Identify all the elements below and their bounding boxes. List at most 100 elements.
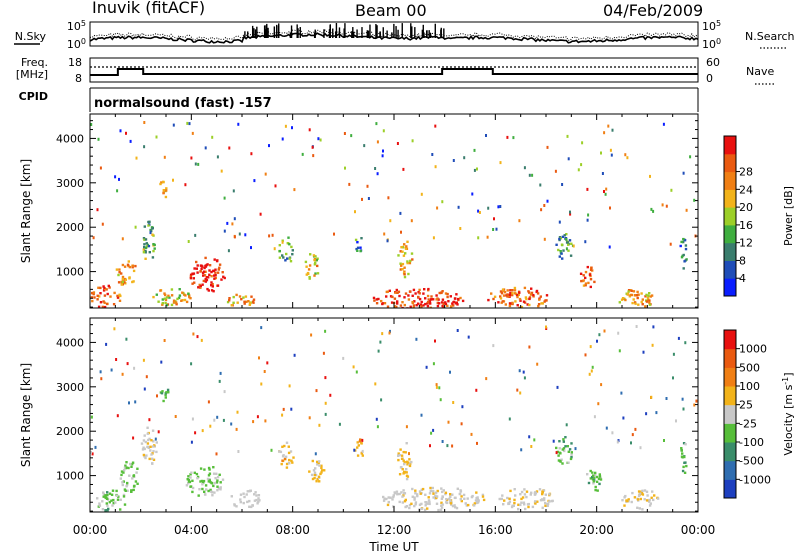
velocity-cell	[456, 329, 459, 332]
velocity-colorbar-tick-label: -100	[739, 436, 764, 449]
velocity-cell	[149, 449, 152, 452]
power-cell	[388, 289, 391, 292]
velocity-cell	[248, 490, 251, 493]
power-cell	[191, 282, 194, 285]
velocity-cell	[107, 507, 110, 511]
velocity-cell	[202, 479, 206, 483]
power-cell	[644, 305, 647, 308]
velocity-cell	[418, 490, 422, 493]
power-cell	[212, 290, 215, 293]
velocity-cell	[405, 477, 409, 481]
velocity-cell	[458, 492, 462, 496]
power-cell	[196, 264, 199, 267]
power-cell	[434, 165, 437, 169]
velocity-cell	[564, 445, 567, 448]
power-cell	[478, 211, 481, 214]
velocity-cell	[219, 481, 222, 484]
power-cell	[446, 295, 449, 299]
power-cell	[506, 135, 509, 139]
power-cell	[648, 292, 651, 295]
velocity-cell	[187, 475, 190, 478]
velocity-cell	[474, 499, 478, 502]
velocity-cell	[287, 445, 290, 448]
velocity-cell	[94, 445, 97, 449]
power-cell	[412, 306, 415, 308]
power-cell	[580, 163, 583, 167]
power-cell	[513, 286, 517, 290]
power-cell	[142, 251, 146, 254]
power-cell	[444, 301, 447, 304]
power-cell	[211, 283, 214, 286]
velocity-cell	[316, 460, 319, 464]
velocity-cell	[230, 495, 233, 498]
power-cell	[203, 266, 206, 270]
power-cell	[99, 292, 102, 295]
power-cell	[170, 294, 174, 297]
velocity-cell	[459, 489, 462, 492]
velocity-cell	[392, 495, 395, 499]
velocity-cell	[570, 451, 573, 454]
power-cell	[165, 303, 169, 307]
velocity-colorbar-tick-label: -500	[739, 455, 764, 468]
velocity-cell	[435, 502, 439, 505]
velocity-cell	[594, 488, 597, 492]
velocity-cell	[405, 505, 409, 508]
velocity-cell	[242, 501, 245, 505]
power-cell	[142, 248, 145, 251]
power-cell	[210, 289, 214, 292]
velocity-cell	[425, 365, 428, 369]
power-cell	[518, 291, 521, 294]
velocity-cell	[313, 476, 316, 480]
velocity-cell	[255, 498, 258, 502]
power-cell	[189, 297, 192, 300]
power-cell	[486, 235, 489, 239]
velocity-cell	[441, 440, 444, 443]
velocity-cell	[414, 489, 417, 492]
velocity-cell	[125, 485, 128, 488]
velocity-cell	[379, 340, 382, 344]
power-cell	[192, 277, 195, 280]
power-cell	[160, 181, 163, 184]
cpid-label: CPID	[19, 90, 48, 103]
power-cell	[589, 278, 593, 281]
velocity-cell	[121, 483, 124, 487]
power-cell	[333, 232, 335, 236]
power-cell	[492, 297, 495, 301]
velocity-cell	[598, 333, 601, 337]
power-cell	[213, 258, 216, 261]
power-cell	[627, 290, 630, 293]
velocity-cell	[408, 458, 411, 461]
velocity-cell	[551, 499, 554, 503]
power-cell	[170, 288, 174, 291]
power-cell	[268, 234, 271, 238]
velocity-cell	[534, 500, 537, 503]
velocity-cell	[395, 490, 399, 493]
power-cell	[102, 285, 105, 288]
power-cell	[248, 301, 252, 305]
velocity-cell	[397, 454, 400, 457]
power-cell	[532, 295, 535, 298]
velocity-cell	[405, 460, 409, 463]
power-cell	[434, 124, 437, 128]
velocity-cell	[436, 489, 439, 493]
velocity-cell	[125, 483, 129, 487]
velocity-cell	[195, 472, 199, 476]
power-cell	[356, 246, 360, 249]
velocity-cell	[212, 466, 215, 469]
velocity-cell	[90, 415, 93, 419]
power-cell	[590, 266, 593, 269]
power-cell	[589, 285, 592, 289]
velocity-cell	[404, 505, 407, 509]
power-cell	[411, 301, 414, 305]
velocity-cell	[201, 487, 204, 491]
power-cell	[216, 271, 220, 274]
power-cell	[403, 303, 406, 307]
power-cell	[682, 267, 685, 270]
velocity-cell	[121, 372, 124, 376]
power-cell	[177, 296, 181, 300]
velocity-cell	[387, 496, 390, 499]
power-cell	[558, 237, 561, 241]
velocity-cell	[320, 464, 323, 467]
power-cell	[436, 304, 440, 308]
